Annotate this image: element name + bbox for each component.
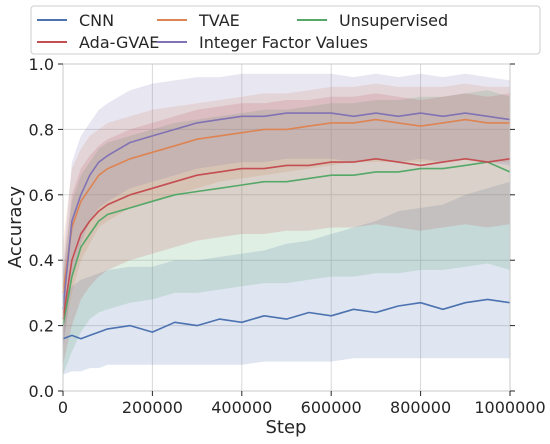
x-tick-label: 800000	[390, 398, 451, 417]
confidence-bands	[63, 73, 510, 375]
legend: CNN TVAE Unsupervised Ada-GVAE Integer Facto…	[30, 5, 541, 55]
x-tick-label: 200000	[122, 398, 183, 417]
y-tick-label: 0.2	[29, 317, 54, 336]
y-axis-ticks: 0.0 0.2 0.4 0.6 0.8 1.0	[29, 55, 515, 401]
legend-label: Unsupervised	[339, 11, 448, 30]
x-tick-label: 1000000	[474, 398, 545, 417]
y-tick-label: 0.4	[29, 251, 54, 270]
legend-label: Integer Factor Values	[199, 33, 368, 52]
plot-frame	[62, 63, 511, 392]
x-tick-label: 0	[58, 398, 68, 417]
y-tick-label: 0.0	[29, 382, 54, 401]
x-axis-label: Step	[266, 417, 307, 438]
legend-label: CNN	[79, 11, 114, 30]
band-ada-gvae	[63, 93, 510, 365]
y-tick-label: 1.0	[29, 55, 54, 74]
band-cnn	[63, 181, 510, 375]
x-tick-label: 600000	[301, 398, 362, 417]
y-tick-label: 0.8	[29, 120, 54, 139]
line-cnn	[62, 298, 511, 340]
series-lines	[62, 112, 511, 340]
x-axis-ticks: 0 200000 400000 600000 800000 1000000	[58, 391, 546, 417]
legend-label: TVAE	[198, 11, 240, 30]
x-tick-label: 400000	[211, 398, 272, 417]
legend-label: Ada-GVAE	[79, 33, 159, 52]
line-tvae	[62, 118, 510, 294]
band-integer-factor-values	[63, 73, 510, 352]
line-ada-gvae	[62, 158, 511, 320]
plot-background	[63, 64, 510, 391]
band-tvae	[63, 83, 510, 342]
y-tick-label: 0.6	[29, 186, 54, 205]
y-axis-label: Accuracy	[5, 186, 26, 269]
line-integer-factor-values	[62, 112, 511, 310]
line-unsupervised	[62, 161, 511, 326]
